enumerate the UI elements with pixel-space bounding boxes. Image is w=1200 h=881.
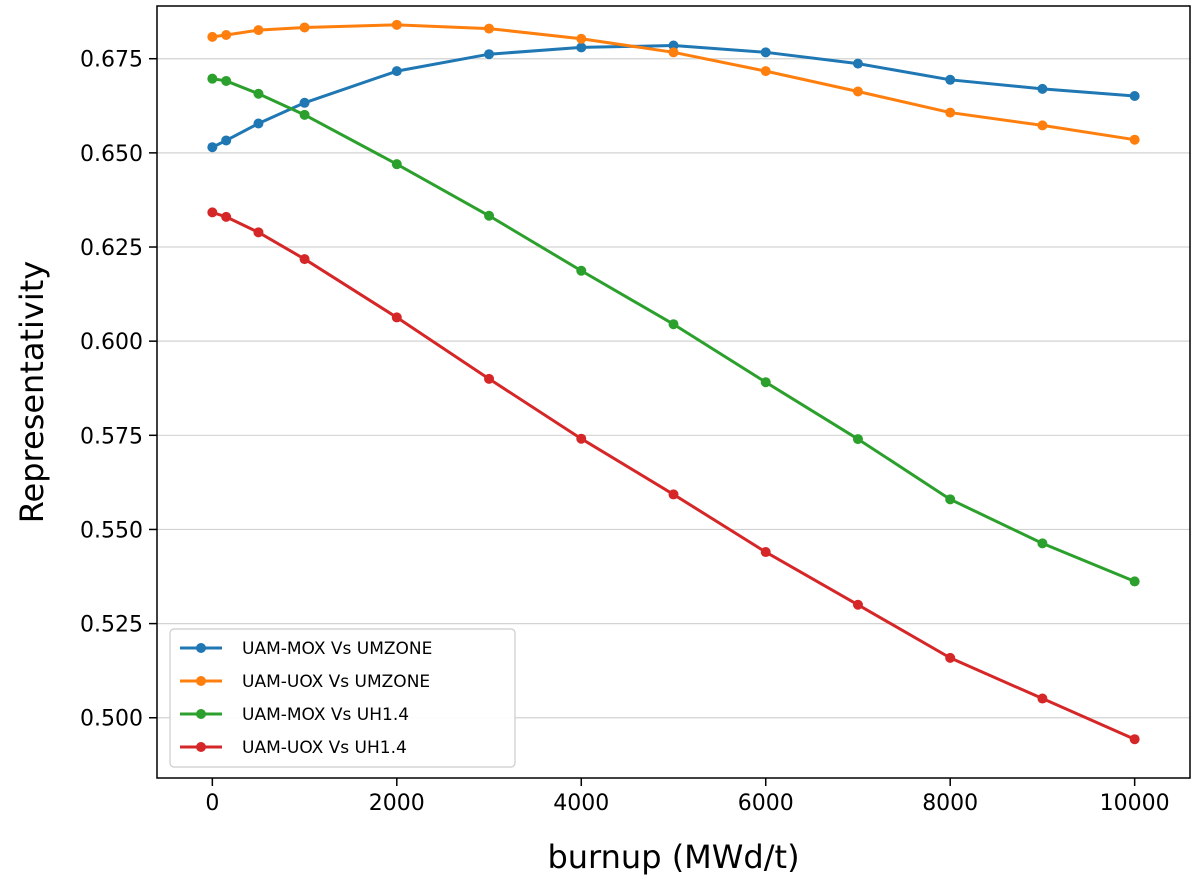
data-point xyxy=(1037,538,1048,549)
data-point xyxy=(1037,83,1048,94)
data-point xyxy=(299,22,310,33)
data-point xyxy=(945,494,956,505)
x-tick-label: 2000 xyxy=(369,791,425,816)
data-point xyxy=(391,66,402,77)
y-tick-label: 0.625 xyxy=(80,236,143,261)
data-point xyxy=(221,75,232,86)
legend-label: UAM-UOX Vs UMZONE xyxy=(242,672,430,692)
x-tick-label: 8000 xyxy=(922,791,978,816)
legend-marker xyxy=(196,742,206,752)
data-point xyxy=(253,227,264,238)
data-point xyxy=(484,23,495,34)
data-point xyxy=(1129,134,1140,145)
data-point xyxy=(207,31,218,42)
data-point xyxy=(945,74,956,85)
legend-item: UAM-UOX Vs UMZONE xyxy=(180,672,430,692)
data-point xyxy=(576,42,587,53)
data-point xyxy=(253,25,264,36)
legend-marker xyxy=(196,676,206,686)
data-point xyxy=(668,489,679,500)
legend-item: UAM-MOX Vs UH1.4 xyxy=(180,705,409,725)
y-axis-label: Representativity xyxy=(13,261,51,523)
data-point xyxy=(760,66,771,77)
data-point xyxy=(760,47,771,58)
x-tick-label: 6000 xyxy=(738,791,794,816)
legend-marker xyxy=(196,709,206,719)
legend-item: UAM-MOX Vs UMZONE xyxy=(180,639,432,659)
data-point xyxy=(221,29,232,40)
legend-label: UAM-UOX Vs UH1.4 xyxy=(242,738,407,758)
data-point xyxy=(391,19,402,30)
data-point xyxy=(299,109,310,120)
data-point xyxy=(852,58,863,69)
y-tick-label: 0.600 xyxy=(80,330,143,355)
data-point xyxy=(945,652,956,663)
series-4 xyxy=(207,207,1140,745)
grid xyxy=(157,58,1190,719)
legend-marker xyxy=(196,643,206,653)
data-point xyxy=(299,254,310,265)
y-tick-label: 0.500 xyxy=(80,707,143,732)
series-line xyxy=(212,77,1136,583)
data-point xyxy=(1129,734,1140,745)
data-point xyxy=(1037,693,1048,704)
legend-box xyxy=(169,628,516,768)
x-axis-label: burnup (MWd/t) xyxy=(547,838,799,876)
data-point xyxy=(760,377,771,388)
data-point xyxy=(253,118,264,129)
data-point xyxy=(852,434,863,445)
series-3 xyxy=(207,73,1140,587)
data-point xyxy=(576,33,587,44)
data-point xyxy=(391,312,402,323)
series-2 xyxy=(207,19,1140,145)
data-point xyxy=(221,135,232,146)
data-point xyxy=(852,599,863,610)
data-point xyxy=(576,265,587,276)
data-point xyxy=(207,142,218,153)
data-point xyxy=(253,88,264,99)
data-point xyxy=(668,47,679,58)
legend-label: UAM-MOX Vs UMZONE xyxy=(242,639,432,659)
data-point xyxy=(852,86,863,97)
series-line xyxy=(211,44,1135,149)
data-point xyxy=(484,210,495,221)
y-tick-label: 0.550 xyxy=(80,518,143,543)
legend: UAM-MOX Vs UMZONE UAM-UOX Vs UMZONE UAM-MO… xyxy=(169,628,516,768)
data-point xyxy=(484,373,495,384)
series-1 xyxy=(207,40,1140,153)
data-point xyxy=(1129,576,1140,587)
y-tick-label: 0.650 xyxy=(80,142,143,167)
data-point xyxy=(391,159,402,170)
x-tick-label: 0 xyxy=(205,791,219,816)
data-point xyxy=(207,73,218,84)
ticks: 0.500 0.525 0.550 0.575 0.600 0.625 0.650 0.675… xyxy=(80,48,1170,816)
legend-item: UAM-UOX Vs UH1.4 xyxy=(180,738,407,758)
y-tick-label: 0.675 xyxy=(80,48,143,73)
data-point xyxy=(299,97,310,108)
data-point xyxy=(1037,120,1048,131)
x-tick-label: 10000 xyxy=(1100,791,1170,816)
series-layer xyxy=(207,19,1140,745)
data-point xyxy=(207,207,218,218)
data-point xyxy=(221,211,232,222)
data-point xyxy=(945,107,956,118)
data-point xyxy=(1129,91,1140,102)
data-point xyxy=(484,49,495,60)
data-point xyxy=(760,547,771,558)
legend-label: UAM-MOX Vs UH1.4 xyxy=(242,705,409,725)
data-point xyxy=(668,319,679,330)
y-tick-label: 0.525 xyxy=(80,613,143,638)
plot-frame xyxy=(156,5,1191,779)
data-point xyxy=(576,433,587,444)
y-tick-label: 0.575 xyxy=(80,424,143,449)
x-tick-label: 4000 xyxy=(553,791,609,816)
